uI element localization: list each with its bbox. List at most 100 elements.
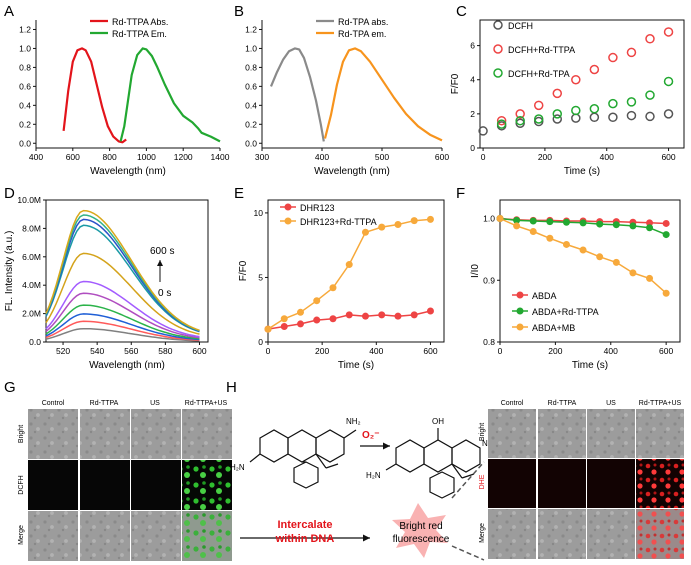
chart-e-point xyxy=(345,261,353,269)
chart-b-ytick-label: 1.2 xyxy=(245,24,257,34)
chart-d-xlabel: Wavelength (nm) xyxy=(89,360,165,371)
g-bright-rd-ttpa xyxy=(80,409,130,459)
chart-d-xtick-label: 560 xyxy=(124,346,138,356)
chart-f-xtick-label: 0 xyxy=(498,346,503,356)
chart-f-point xyxy=(513,222,521,230)
nh2-left-label: H₂N xyxy=(230,463,245,472)
chart-f-point xyxy=(562,240,570,248)
chart-b-xtick-label: 400 xyxy=(315,152,329,162)
g-row-merge: Merge xyxy=(18,525,25,545)
chart-d-spectrum-line xyxy=(45,304,200,340)
chart-f-series-line xyxy=(499,217,667,294)
chart-f-point xyxy=(546,234,554,242)
chart-e-point xyxy=(313,297,321,305)
h-bright-control xyxy=(488,409,536,458)
h-row-merge: Merge xyxy=(479,523,486,543)
chart-d-frame xyxy=(45,199,209,343)
chart-c-point xyxy=(663,27,674,37)
chart-c-point xyxy=(626,110,637,121)
chart-b-series-line xyxy=(269,47,325,142)
superoxide-label: O₂⁻ xyxy=(362,430,380,441)
chart-a-ytick-label: 1.0 xyxy=(19,43,31,53)
chart-d-annotation-bottom: 0 s xyxy=(158,288,171,299)
chart-d-spectrum-line xyxy=(45,327,200,342)
chart-e-xlabel: Time (s) xyxy=(338,360,374,371)
chart-c-point xyxy=(589,103,600,114)
chart-c-point xyxy=(626,47,637,58)
chart-d-ytick-label: 10.0M xyxy=(17,195,41,205)
g-merge-control xyxy=(28,511,78,561)
chart-f-point xyxy=(629,269,637,277)
chart-c-xtick-label: 0 xyxy=(481,152,486,162)
chart-f-xtick-label: 600 xyxy=(659,346,673,356)
chart-f-point xyxy=(646,224,654,232)
chart-f-point xyxy=(579,246,587,254)
chart-d-fl-spectra: 520 540 560 580 600 0.0 2.0M 4.0M 6.0M 8.0M 10.0M W… xyxy=(4,195,209,371)
chart-e-point xyxy=(345,311,353,319)
panel-letter-c: C xyxy=(456,3,467,20)
chart-d-ytick-label: 2.0M xyxy=(22,309,41,319)
chart-a-xtick-label: 1200 xyxy=(174,152,193,162)
chart-f-point xyxy=(612,258,620,266)
chart-c-point xyxy=(645,111,655,122)
chart-f-point xyxy=(513,216,521,224)
chart-f-legend-marker xyxy=(516,307,524,315)
panel-letter-e: E xyxy=(234,185,244,202)
h-dhe-rd-ttpa-us xyxy=(636,459,684,508)
chart-c-point xyxy=(533,100,544,111)
panel-h-scheme xyxy=(249,428,481,499)
chart-a-ytick-label: 0.2 xyxy=(19,119,31,129)
g-bright-rd-ttpa-us xyxy=(182,409,232,459)
chart-e-point xyxy=(426,307,434,315)
chart-f-point xyxy=(662,219,670,227)
reactant-molecule xyxy=(249,429,357,489)
chart-a-absorbance-emission: 400 600 800 1000 1200 1400 0.0 0.2 0.4 0.6 0.8 1.0 1… xyxy=(19,17,230,177)
chart-c-legend-marker xyxy=(493,44,503,54)
chart-c-xlabel: Time (s) xyxy=(564,166,600,177)
intercalate-line-1: Intercalate xyxy=(277,519,332,531)
chart-b-series-line xyxy=(323,47,443,142)
chart-f-point xyxy=(646,219,654,227)
chart-f-xtick-label: 400 xyxy=(604,346,618,356)
chart-e-legend-marker xyxy=(284,217,292,225)
chart-b-xtick-label: 500 xyxy=(375,152,389,162)
chart-c-point xyxy=(478,126,488,136)
chart-c-point xyxy=(663,109,674,119)
h-col-us: US xyxy=(606,400,616,407)
intercalate-line-2: within DNA xyxy=(275,533,335,545)
chart-e-xtick-label: 400 xyxy=(369,346,383,356)
chart-c-point xyxy=(589,64,600,75)
chart-b-xtick-label: 600 xyxy=(435,152,449,162)
chart-f-ytick-label: 0.9 xyxy=(483,275,495,285)
chart-c-point xyxy=(663,76,674,87)
chart-e-point xyxy=(296,308,304,316)
chart-f-point xyxy=(596,253,604,261)
chart-c-point xyxy=(608,52,618,63)
chart-c-ytick-label: 6 xyxy=(470,41,475,51)
chart-f-legend-label: ABDA+Rd-TTPA xyxy=(532,307,599,317)
chart-b-ytick-label: 0.0 xyxy=(245,138,257,148)
chart-e-point xyxy=(378,311,386,319)
chart-a-series-line xyxy=(119,47,221,143)
g-dcfh-rd-ttpa-us xyxy=(182,460,232,510)
zoom-line-upper xyxy=(451,461,485,499)
panel-letter-a: A xyxy=(4,3,14,20)
chart-c-ytick-label: 0 xyxy=(470,143,475,153)
chart-e-legend-marker xyxy=(284,203,292,211)
chart-c-point xyxy=(645,90,655,100)
chart-b-ytick-label: 0.2 xyxy=(245,119,257,129)
g-col-us: US xyxy=(150,400,160,407)
glow-star-shape xyxy=(392,503,448,558)
chart-c-dcfh-kinetics: 0 200 400 600 0 2 4 6 Time (s) F/F0 DCFH DCFH+Rd-TT… xyxy=(450,19,685,177)
chart-b-ytick-label: 0.6 xyxy=(245,81,257,91)
zoom-line-lower xyxy=(451,545,485,561)
chart-f-point xyxy=(562,218,570,226)
chart-d-ytick-label: 8.0M xyxy=(22,223,41,233)
chart-e-point xyxy=(313,316,321,324)
chart-e-point xyxy=(329,315,337,323)
chart-b-xtick-label: 300 xyxy=(255,152,269,162)
chart-d-spectrum-line xyxy=(45,224,200,333)
chart-e-point xyxy=(394,312,402,320)
chart-c-legend-label: DCFH+Rd-TTPA xyxy=(508,45,575,55)
chart-e-point xyxy=(378,223,386,231)
